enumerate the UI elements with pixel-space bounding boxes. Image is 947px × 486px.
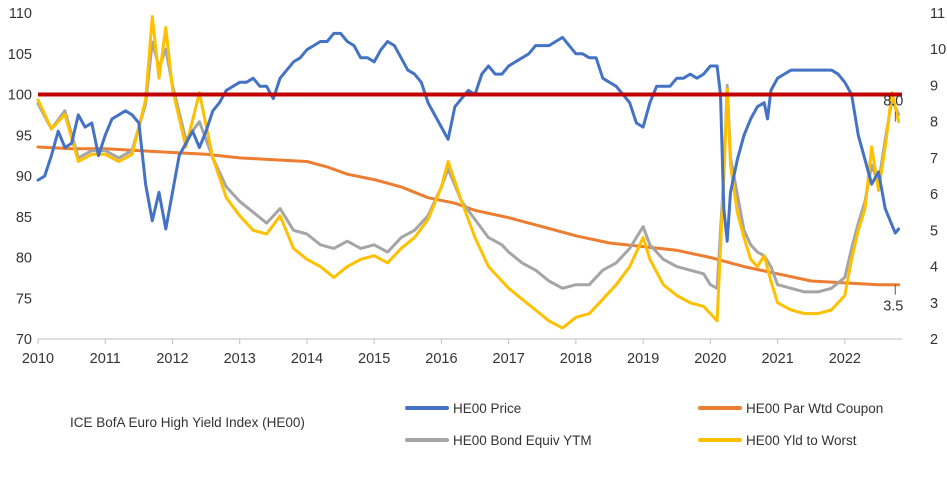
legend: HE00 Price HE00 Par Wtd Coupon HE00 Bond E… [405, 401, 883, 448]
y-right-tick-label: 7 [930, 151, 938, 167]
legend-label: HE00 Par Wtd Coupon [746, 401, 883, 416]
y-right-tick-label: 3 [930, 296, 938, 312]
annotations: 8.0 3.5 [883, 94, 903, 315]
series-line-he00-bond-equiv-ytm [36, 40, 901, 294]
series-line-he00-yld-to-worst [36, 15, 901, 330]
y-left-tick-label: 110 [9, 6, 32, 22]
y-left-tick-label: 100 [8, 88, 32, 104]
x-tick-label: 2014 [291, 351, 323, 367]
series-line-he00-price [36, 31, 901, 243]
index-caption: ICE BofA Euro High Yield Index (HE00) [70, 415, 305, 430]
x-tick-label: 2021 [761, 351, 793, 367]
x-tick-label: 2017 [493, 351, 525, 367]
x-tick-label: 2018 [560, 351, 592, 367]
y-left-tick-label: 70 [16, 332, 32, 348]
y-left-tick-label: 105 [8, 47, 32, 63]
y-right-tick-label: 6 [930, 187, 938, 203]
series-line-he00-par-wtd-coupon [36, 145, 901, 287]
annotation-label: 8.0 [883, 94, 903, 110]
y-left-tick-label: 85 [16, 210, 32, 226]
x-tick-label: 2012 [156, 351, 188, 367]
y-left-tick-label: 75 [16, 291, 32, 307]
x-tick-label: 2011 [90, 351, 121, 367]
y-right-tick-label: 9 [930, 78, 938, 94]
x-tick-label: 2022 [829, 351, 861, 367]
annotation-label: 3.5 [883, 299, 903, 315]
plot-area [36, 15, 902, 330]
x-tick-label: 2013 [224, 351, 256, 367]
x-tick-label: 2016 [425, 351, 457, 367]
x-tick-label: 2015 [358, 351, 390, 367]
axes: 2010 2011 2012 2013 2014 2015 2016 2017 2018 2019… [8, 6, 946, 367]
x-tick-label: 2010 [22, 351, 54, 367]
legend-label: HE00 Price [453, 401, 521, 416]
x-tick-label: 2020 [694, 351, 726, 367]
y-left-tick-label: 95 [16, 128, 32, 144]
legend-label: HE00 Bond Equiv YTM [453, 433, 592, 448]
y-right-tick-label: 4 [930, 260, 938, 276]
y-left-tick-label: 80 [16, 251, 32, 267]
x-tick-label: 2019 [627, 351, 659, 367]
y-right-tick-label: 10 [930, 42, 946, 58]
y-right-tick-label: 5 [930, 223, 938, 239]
legend-label: HE00 Yld to Worst [746, 433, 857, 448]
y-right-tick-label: 2 [930, 332, 938, 348]
y-left-tick-label: 90 [16, 169, 32, 185]
y-right-tick-label: 11 [930, 6, 945, 22]
y-right-tick-label: 8 [930, 115, 938, 131]
